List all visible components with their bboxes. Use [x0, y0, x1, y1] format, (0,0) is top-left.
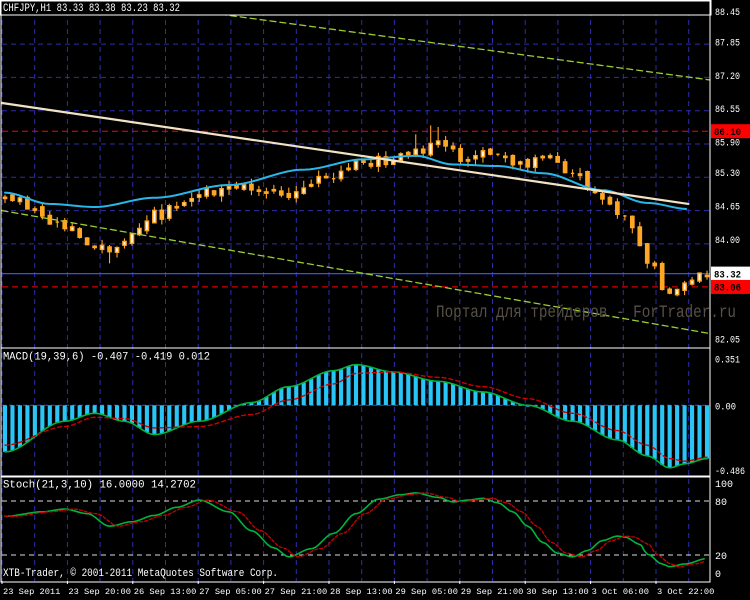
svg-text:0.351: 0.351	[715, 355, 740, 367]
svg-text:MACD(19,39,6) -0.407 -0.419 0.: MACD(19,39,6) -0.407 -0.419 0.012	[3, 352, 210, 364]
svg-text:23 Sep 2011: 23 Sep 2011	[3, 587, 60, 597]
svg-text:85.90: 85.90	[715, 137, 740, 149]
svg-text:84.65: 84.65	[715, 201, 740, 213]
svg-text:27 Sep 21:00: 27 Sep 21:00	[265, 587, 328, 597]
svg-text:84.00: 84.00	[715, 235, 740, 247]
svg-text:Портал для трейдеров - ForTrad: Портал для трейдеров - ForTrader.ru	[436, 303, 736, 323]
svg-text:87.20: 87.20	[715, 71, 740, 83]
svg-text:83.06: 83.06	[714, 283, 741, 295]
svg-text:88.45: 88.45	[715, 7, 740, 19]
svg-text:XTB-Trader, © 2001-2011 MetaQu: XTB-Trader, © 2001-2011 MetaQuotes Softw…	[3, 568, 278, 580]
svg-text:26 Sep 13:00: 26 Sep 13:00	[134, 587, 197, 597]
svg-text:86.10: 86.10	[714, 127, 741, 139]
svg-text:28 Sep 13:00: 28 Sep 13:00	[330, 587, 393, 597]
svg-text:30 Sep 13:00: 30 Sep 13:00	[526, 587, 589, 597]
svg-text:29 Sep 05:00: 29 Sep 05:00	[395, 587, 458, 597]
svg-text:86.55: 86.55	[715, 104, 740, 116]
svg-text:Stoch(21,3,10) 16.0000 14.2702: Stoch(21,3,10) 16.0000 14.2702	[3, 480, 196, 492]
svg-text:85.30: 85.30	[715, 168, 740, 180]
svg-text:3 Oct 22:00: 3 Oct 22:00	[657, 587, 714, 597]
svg-text:0: 0	[715, 569, 721, 581]
svg-text:0.00: 0.00	[715, 401, 736, 413]
svg-text:100: 100	[715, 479, 733, 491]
svg-text:87.85: 87.85	[715, 38, 740, 50]
svg-text:3 Oct 06:00: 3 Oct 06:00	[592, 587, 649, 597]
svg-text:29 Sep 21:00: 29 Sep 21:00	[461, 587, 524, 597]
svg-text:-0.486: -0.486	[715, 466, 745, 478]
svg-text:82.05: 82.05	[715, 335, 740, 347]
svg-text:CHFJPY,H1 83.33 83.38 83.23 8: CHFJPY,H1 83.33 83.38 83.23 83.32	[3, 3, 180, 15]
svg-text:23 Sep 20:00: 23 Sep 20:00	[68, 587, 131, 597]
svg-text:27 Sep 05:00: 27 Sep 05:00	[199, 587, 262, 597]
svg-text:20: 20	[715, 551, 727, 563]
svg-text:80: 80	[715, 497, 727, 509]
svg-text:83.32: 83.32	[714, 269, 741, 281]
